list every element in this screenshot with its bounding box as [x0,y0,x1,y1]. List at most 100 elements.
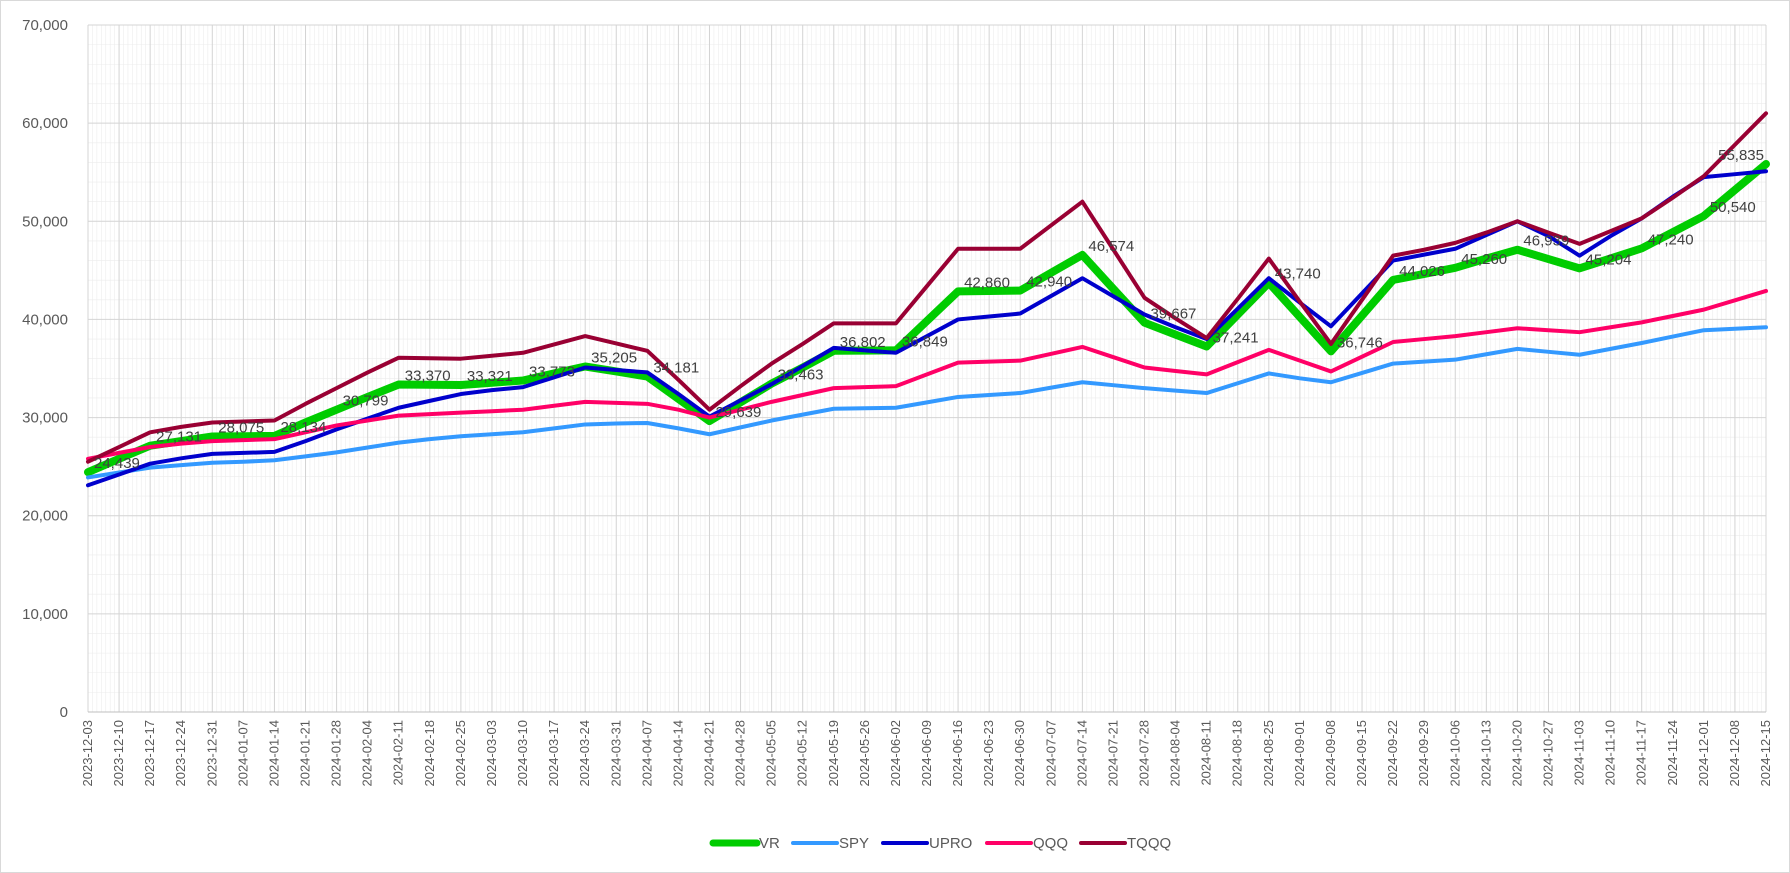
legend-item-spy: SPY [791,835,869,852]
x-tick-label: 2024-09-22 [1385,720,1400,787]
x-tick-label: 2024-07-14 [1074,720,1089,787]
legend: VR SPY UPRO QQQ TQQQ [709,835,1171,852]
x-tick-label: 2024-08-18 [1230,720,1245,787]
x-tick-label: 2024-04-28 [733,720,748,787]
y-tick-label: 30,000 [22,410,68,427]
x-tick-label: 2024-10-06 [1447,720,1462,787]
legend-item-vr: VR [709,835,780,852]
series-line-vr [84,160,1770,477]
x-tick-label: 2024-04-14 [670,720,685,787]
data-label: 44,026 [1399,263,1445,280]
data-label: 30,799 [343,393,389,410]
series-line-tqqq [86,111,1768,464]
x-tick-label: 2024-05-26 [857,720,872,787]
data-label: 42,940 [1026,274,1072,291]
x-tick-label: 2023-12-31 [204,720,219,787]
x-tick-label: 2024-02-18 [422,720,437,787]
data-label: 43,740 [1275,266,1321,283]
x-tick-label: 2024-11-10 [1603,720,1618,786]
x-tick-label: 2024-05-12 [795,720,810,787]
y-tick-label: 0 [60,704,68,721]
x-tick-label: 2024-03-31 [608,720,623,787]
data-label: 33,370 [405,367,451,384]
y-tick-label: 10,000 [22,606,68,623]
data-label: 33,773 [529,364,575,381]
y-tick-label: 50,000 [22,213,68,230]
data-label: 28,075 [218,419,264,436]
legend-label: VR [759,835,780,852]
x-tick-label: 2023-12-10 [111,720,126,787]
data-label: 33,321 [467,368,513,385]
data-label: 24,439 [94,455,140,472]
data-label: 33,463 [778,367,824,384]
x-tick-label: 2024-09-29 [1416,720,1431,787]
x-tick-label: 2024-05-05 [764,720,779,787]
x-tick-label: 2024-02-25 [453,720,468,787]
data-label: 36,849 [902,333,948,350]
x-tick-label: 2024-07-21 [1105,720,1120,787]
x-tick-label: 2024-01-14 [266,720,281,787]
x-tick-label: 2024-12-15 [1758,720,1773,787]
x-tick-label: 2024-09-08 [1323,720,1338,787]
x-tick-label: 2024-01-21 [298,720,313,787]
x-tick-label: 2024-03-10 [515,720,530,787]
x-tick-label: 2024-06-30 [1012,720,1027,787]
data-label: 36,746 [1337,334,1383,351]
data-label: 36,802 [840,334,886,351]
x-tick-label: 2024-01-07 [235,720,250,787]
x-tick-label: 2024-11-03 [1572,720,1587,786]
data-label: 45,204 [1586,251,1632,268]
data-label: 28,134 [280,419,326,436]
data-label: 50,540 [1710,199,1756,216]
x-axis: 2023-12-03 2023-12-10 2023-12-17 2023-12-24… [80,711,1773,787]
x-tick-label: 2024-06-23 [981,720,996,787]
data-label: 27,131 [156,429,202,446]
legend-label: UPRO [929,835,972,852]
x-tick-label: 2024-12-08 [1727,720,1742,787]
x-tick-label: 2023-12-17 [142,720,157,787]
data-label: 29,639 [715,404,761,421]
x-tick-label: 2024-03-24 [577,720,592,787]
x-tick-label: 2023-12-03 [80,720,95,787]
x-tick-label: 2024-03-17 [546,720,561,787]
x-tick-label: 2024-09-01 [1292,720,1307,787]
legend-label: TQQQ [1127,835,1171,852]
y-tick-label: 40,000 [22,311,68,328]
x-tick-label: 2024-07-28 [1137,720,1152,787]
legend-item-qqq: QQQ [985,835,1068,852]
data-label: 55,835 [1718,147,1764,164]
x-tick-label: 2024-06-09 [919,720,934,787]
data-label: 46,939 [1523,233,1569,250]
x-tick-label: 2024-11-24 [1665,720,1680,786]
x-tick-label: 2024-12-01 [1696,720,1711,787]
data-label: 42,860 [964,274,1010,291]
x-tick-label: 2024-08-11 [1199,720,1214,786]
x-tick-label: 2024-09-15 [1354,720,1369,787]
x-tick-label: 2024-04-07 [639,720,654,787]
series-line-qqq [86,288,1768,461]
legend-item-upro: UPRO [881,835,972,852]
x-tick-label: 2024-05-19 [826,720,841,787]
x-tick-label: 2024-08-04 [1168,720,1183,787]
x-tick-label: 2024-10-20 [1509,720,1524,787]
major-gridlines [87,24,1767,713]
legend-item-tqqq: TQQQ [1079,835,1171,852]
data-label: 37,241 [1213,330,1259,347]
x-tick-label: 2023-12-24 [173,720,188,787]
series-line-spy [86,325,1768,480]
data-label: 47,240 [1648,231,1694,248]
data-label: 46,574 [1088,238,1134,255]
x-tick-label: 2024-03-03 [484,720,499,787]
x-tick-label: 2024-07-07 [1043,720,1058,787]
data-label: 39,667 [1151,306,1197,323]
y-tick-label: 70,000 [22,17,68,34]
x-tick-label: 2024-11-17 [1634,720,1649,786]
x-tick-label: 2024-02-04 [360,720,375,787]
legend-label: QQQ [1033,835,1068,852]
data-label: 45,260 [1461,251,1507,268]
series-lines [84,111,1770,488]
x-tick-label: 2024-08-25 [1261,720,1276,787]
x-tick-label: 2024-04-21 [701,720,716,787]
